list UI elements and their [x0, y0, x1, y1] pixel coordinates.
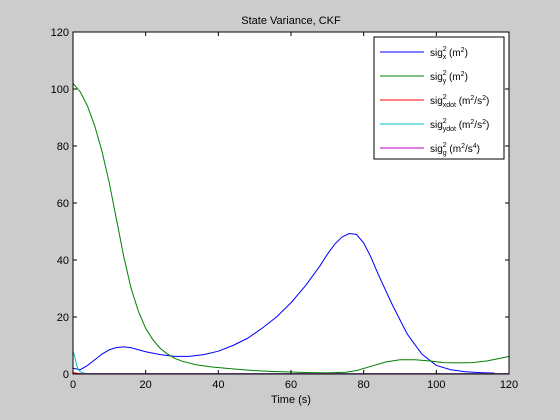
- axes-box: [72, 31, 510, 375]
- y-tick-label: 20: [57, 312, 69, 324]
- y-tick-label: 120: [51, 27, 69, 39]
- legend-label: sig2 xdot (m2/s2): [430, 94, 489, 109]
- x-tick-label: 20: [140, 379, 152, 391]
- y-tick-label: 0: [63, 369, 69, 381]
- legend-label: sig2 y (m2): [430, 70, 468, 85]
- legend: sig2 x (m2) sig2 y (m2) sig2 xdot (m2/s2) sig2…: [373, 36, 505, 160]
- x-tick-label: 100: [427, 379, 445, 391]
- x-tick-label: 60: [285, 379, 297, 391]
- series-line-x: [72, 232, 495, 374]
- y-tick-label: 80: [57, 141, 69, 153]
- x-tick-label: 120: [500, 379, 518, 391]
- x-tick-label: 40: [212, 379, 224, 391]
- legend-label: sig2 x (m2): [430, 46, 468, 61]
- x-axis-label: Time (s): [271, 394, 311, 406]
- x-tick-label: 80: [358, 379, 370, 391]
- y-tick-label: 60: [57, 198, 69, 210]
- y-tick-label: 100: [51, 84, 69, 96]
- y-tick-label: 40: [57, 255, 69, 267]
- legend-label: sig2 ydot (m2/s2): [430, 118, 489, 133]
- x-tick-label: 0: [70, 379, 76, 391]
- series-line-y: [72, 82, 510, 374]
- legend-label: sig2 g (m2/s4): [430, 142, 480, 157]
- legend-box: [373, 36, 505, 160]
- chart-title: State Variance, CKF: [241, 15, 341, 27]
